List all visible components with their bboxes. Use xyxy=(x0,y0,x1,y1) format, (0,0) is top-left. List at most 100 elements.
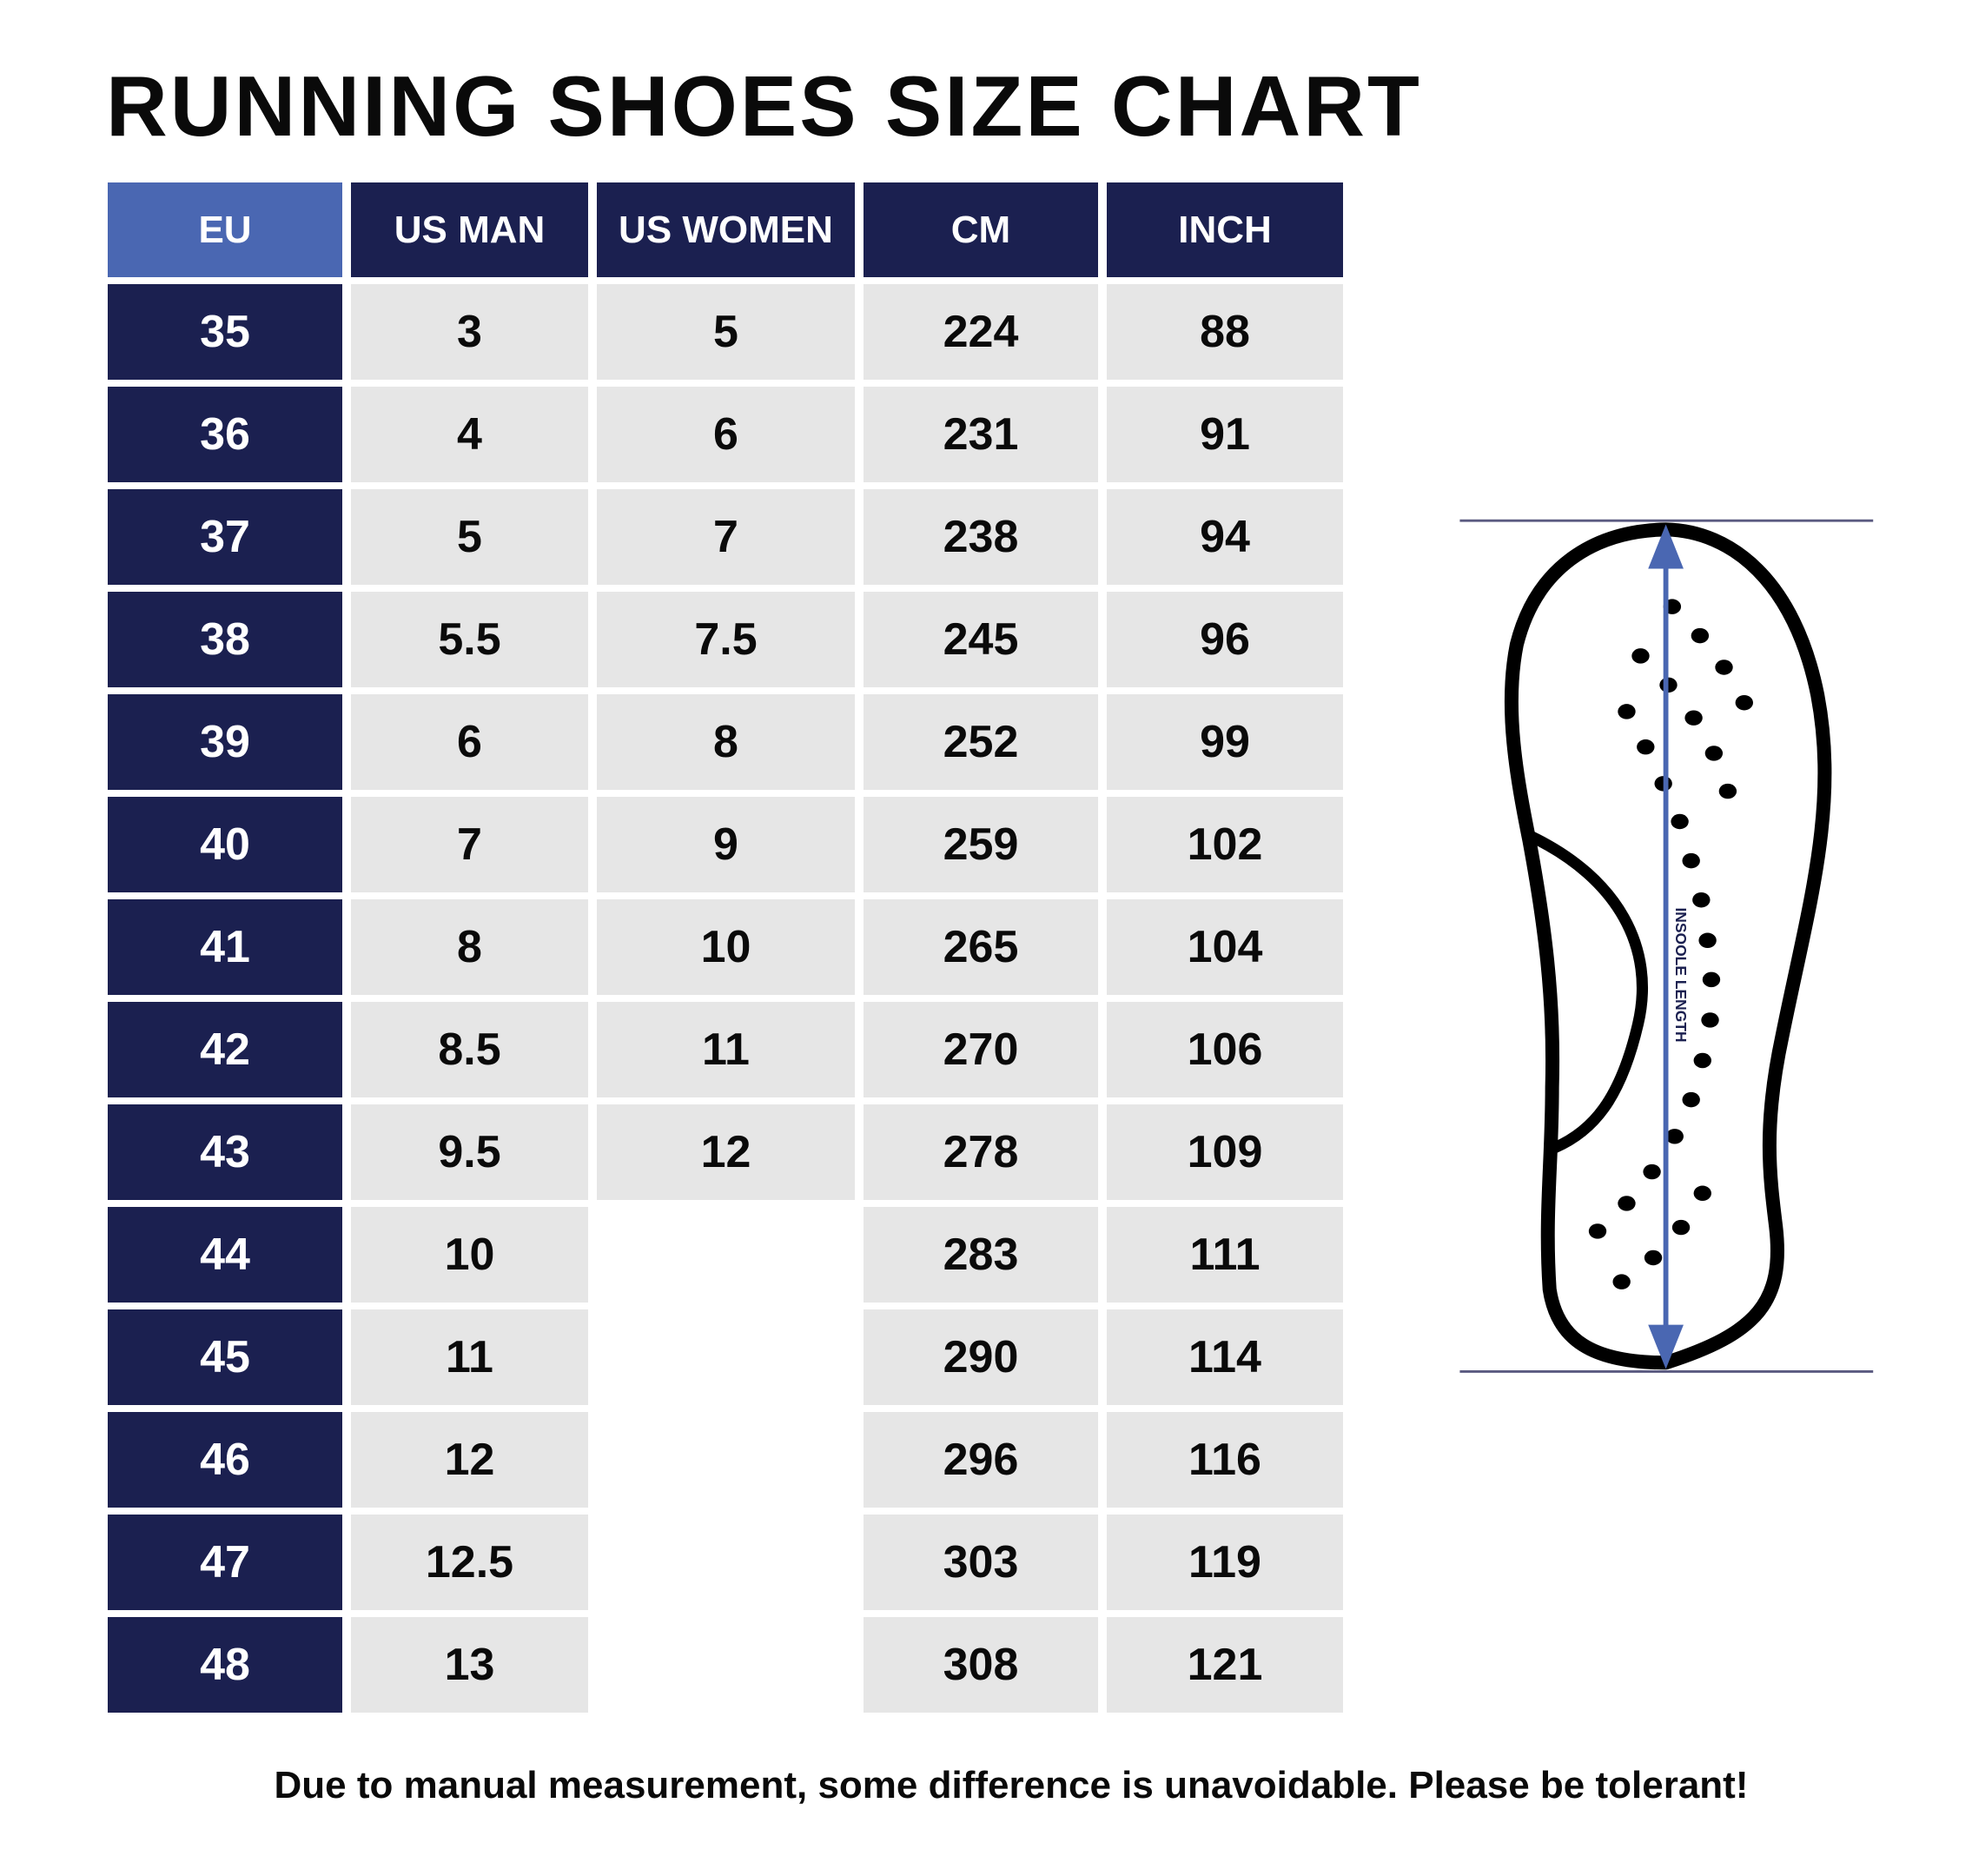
cell-inch: 106 xyxy=(1107,1002,1343,1097)
cell-us-man: 8.5 xyxy=(351,1002,588,1097)
cell-cm: 252 xyxy=(864,694,1098,790)
insole-dot xyxy=(1631,648,1650,664)
cell-eu: 48 xyxy=(108,1617,342,1713)
cell-cm: 303 xyxy=(864,1515,1098,1610)
insole-dot xyxy=(1702,971,1721,988)
cell-cm: 231 xyxy=(864,387,1098,482)
insole-dot xyxy=(1735,694,1753,711)
cell-cm: 296 xyxy=(864,1412,1098,1508)
cell-eu: 40 xyxy=(108,797,342,892)
insole-dot xyxy=(1715,660,1733,675)
cell-eu: 36 xyxy=(108,387,342,482)
cell-eu: 44 xyxy=(108,1207,342,1303)
cell-cm: 245 xyxy=(864,592,1098,687)
cell-cm: 290 xyxy=(864,1309,1098,1405)
insole-dot xyxy=(1682,852,1700,869)
cell-us-women: 7 xyxy=(597,489,855,585)
cell-eu: 38 xyxy=(108,592,342,687)
header-us-women: US WOMEN xyxy=(597,182,855,277)
cell-inch: 102 xyxy=(1107,797,1343,892)
header-cm: CM xyxy=(864,182,1098,277)
cell-us-women xyxy=(597,1515,855,1610)
insole-dot xyxy=(1588,1223,1607,1239)
insole-dot xyxy=(1643,1163,1661,1180)
cell-inch: 88 xyxy=(1107,284,1343,380)
cell-us-man: 8 xyxy=(351,899,588,995)
cell-us-women xyxy=(597,1617,855,1713)
cell-inch: 119 xyxy=(1107,1515,1343,1610)
disclaimer-text: Due to manual measurement, some differen… xyxy=(274,1764,1749,1806)
cell-cm: 238 xyxy=(864,489,1098,585)
insole-dot xyxy=(1671,813,1689,830)
cell-eu: 39 xyxy=(108,694,342,790)
insole-dot xyxy=(1691,627,1710,644)
cell-inch: 109 xyxy=(1107,1104,1343,1200)
cell-us-man: 5.5 xyxy=(351,592,588,687)
cell-inch: 99 xyxy=(1107,694,1343,790)
cell-eu: 46 xyxy=(108,1412,342,1508)
cell-inch: 116 xyxy=(1107,1412,1343,1508)
cell-us-women xyxy=(597,1412,855,1508)
header-us-man: US MAN xyxy=(351,182,588,277)
insole-dot xyxy=(1698,932,1717,948)
cell-us-women: 5 xyxy=(597,284,855,380)
insole-dot xyxy=(1692,892,1711,908)
cell-cm: 265 xyxy=(864,899,1098,995)
cell-eu: 45 xyxy=(108,1309,342,1405)
shoe-insole-icon: INSOOLE LENGTH xyxy=(1459,519,1874,1373)
cell-us-women: 6 xyxy=(597,387,855,482)
cell-inch: 96 xyxy=(1107,592,1343,687)
insole-dot xyxy=(1684,710,1703,726)
insole-dot xyxy=(1637,739,1655,755)
cell-us-man: 5 xyxy=(351,489,588,585)
cell-cm: 270 xyxy=(864,1002,1098,1097)
arrow-down-icon xyxy=(1648,1324,1684,1369)
cell-us-women: 7.5 xyxy=(597,592,855,687)
cell-inch: 91 xyxy=(1107,387,1343,482)
insole-dot xyxy=(1704,746,1724,761)
cell-us-man: 12.5 xyxy=(351,1515,588,1610)
cell-us-man: 10 xyxy=(351,1207,588,1303)
cell-us-man: 4 xyxy=(351,387,588,482)
cell-cm: 259 xyxy=(864,797,1098,892)
insole-dot xyxy=(1682,1091,1700,1108)
cell-us-women: 12 xyxy=(597,1104,855,1200)
cell-eu: 35 xyxy=(108,284,342,380)
cell-inch: 111 xyxy=(1107,1207,1343,1303)
cell-eu: 37 xyxy=(108,489,342,585)
cell-inch: 114 xyxy=(1107,1309,1343,1405)
cell-us-women xyxy=(597,1309,855,1405)
cell-us-man: 12 xyxy=(351,1412,588,1508)
insole-dot xyxy=(1671,1219,1691,1236)
insole-dot xyxy=(1644,1250,1663,1266)
cell-eu: 41 xyxy=(108,899,342,995)
cell-us-man: 13 xyxy=(351,1617,588,1713)
insole-dots xyxy=(1588,599,1753,1289)
header-inch: INCH xyxy=(1107,182,1343,277)
insole-dot xyxy=(1618,704,1636,719)
insole-dot xyxy=(1612,1274,1631,1289)
cell-us-man: 11 xyxy=(351,1309,588,1405)
insole-dot xyxy=(1718,783,1737,799)
cell-us-man: 7 xyxy=(351,797,588,892)
insole-dot xyxy=(1701,1012,1719,1028)
header-eu: EU xyxy=(108,182,342,277)
cell-eu: 47 xyxy=(108,1515,342,1610)
size-table: EU US MAN US WOMEN CM INCH 35 3 5 224 88 36 4 6 231 91… xyxy=(108,182,1343,1713)
cell-inch: 121 xyxy=(1107,1617,1343,1713)
cell-us-women: 11 xyxy=(597,1002,855,1097)
insole-length-label: INSOOLE LENGTH xyxy=(1672,907,1690,1042)
insole-dot xyxy=(1665,1129,1684,1144)
cell-us-man: 6 xyxy=(351,694,588,790)
cell-cm: 308 xyxy=(864,1617,1098,1713)
cell-cm: 278 xyxy=(864,1104,1098,1200)
arrow-up-icon xyxy=(1648,524,1684,569)
insole-dot xyxy=(1618,1196,1636,1211)
cell-us-women: 9 xyxy=(597,797,855,892)
cell-eu: 42 xyxy=(108,1002,342,1097)
cell-us-man: 3 xyxy=(351,284,588,380)
cell-inch: 94 xyxy=(1107,489,1343,585)
insole-outline xyxy=(1504,522,1832,1370)
cell-inch: 104 xyxy=(1107,899,1343,995)
cell-us-man: 9.5 xyxy=(351,1104,588,1200)
